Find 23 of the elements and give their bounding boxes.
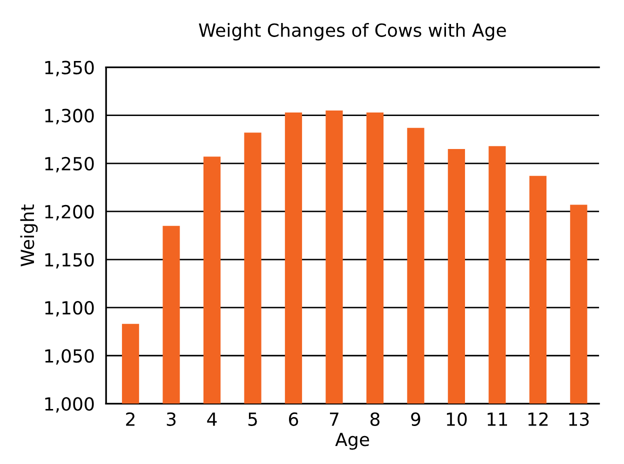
x-tick-label: 3 — [166, 412, 176, 426]
x-tick-label: 13 — [569, 412, 589, 426]
x-tick-label: 2 — [126, 412, 134, 426]
x-tick-label: 4 — [207, 412, 217, 426]
y-axis-title: Weight — [20, 204, 38, 266]
y-tick-label: 1,200 — [45, 204, 94, 220]
x-tick-label: 5 — [248, 412, 257, 426]
y-tick-label: 1,100 — [45, 301, 94, 317]
y-tick-label: 1,150 — [45, 252, 94, 268]
x-tick-label: 9 — [411, 412, 420, 426]
x-tick-label: 10 — [446, 412, 467, 426]
y-tick-label: 1,250 — [45, 156, 94, 172]
chart-title: Weight Changes of Cows with Age — [198, 23, 506, 40]
y-tick-label: 1,000 — [45, 397, 94, 413]
y-tick-label: 1,050 — [45, 349, 94, 365]
x-tick-label: 12 — [528, 412, 548, 426]
x-tick-label: 6 — [289, 412, 298, 426]
y-tick-label: 1,300 — [45, 108, 94, 124]
y-tick-label: 1,350 — [45, 60, 94, 76]
x-tick-label: 8 — [370, 412, 380, 426]
x-tick-label: 7 — [330, 412, 338, 426]
x-tick-label: 11 — [488, 412, 508, 426]
x-axis-title: Age — [335, 432, 370, 450]
